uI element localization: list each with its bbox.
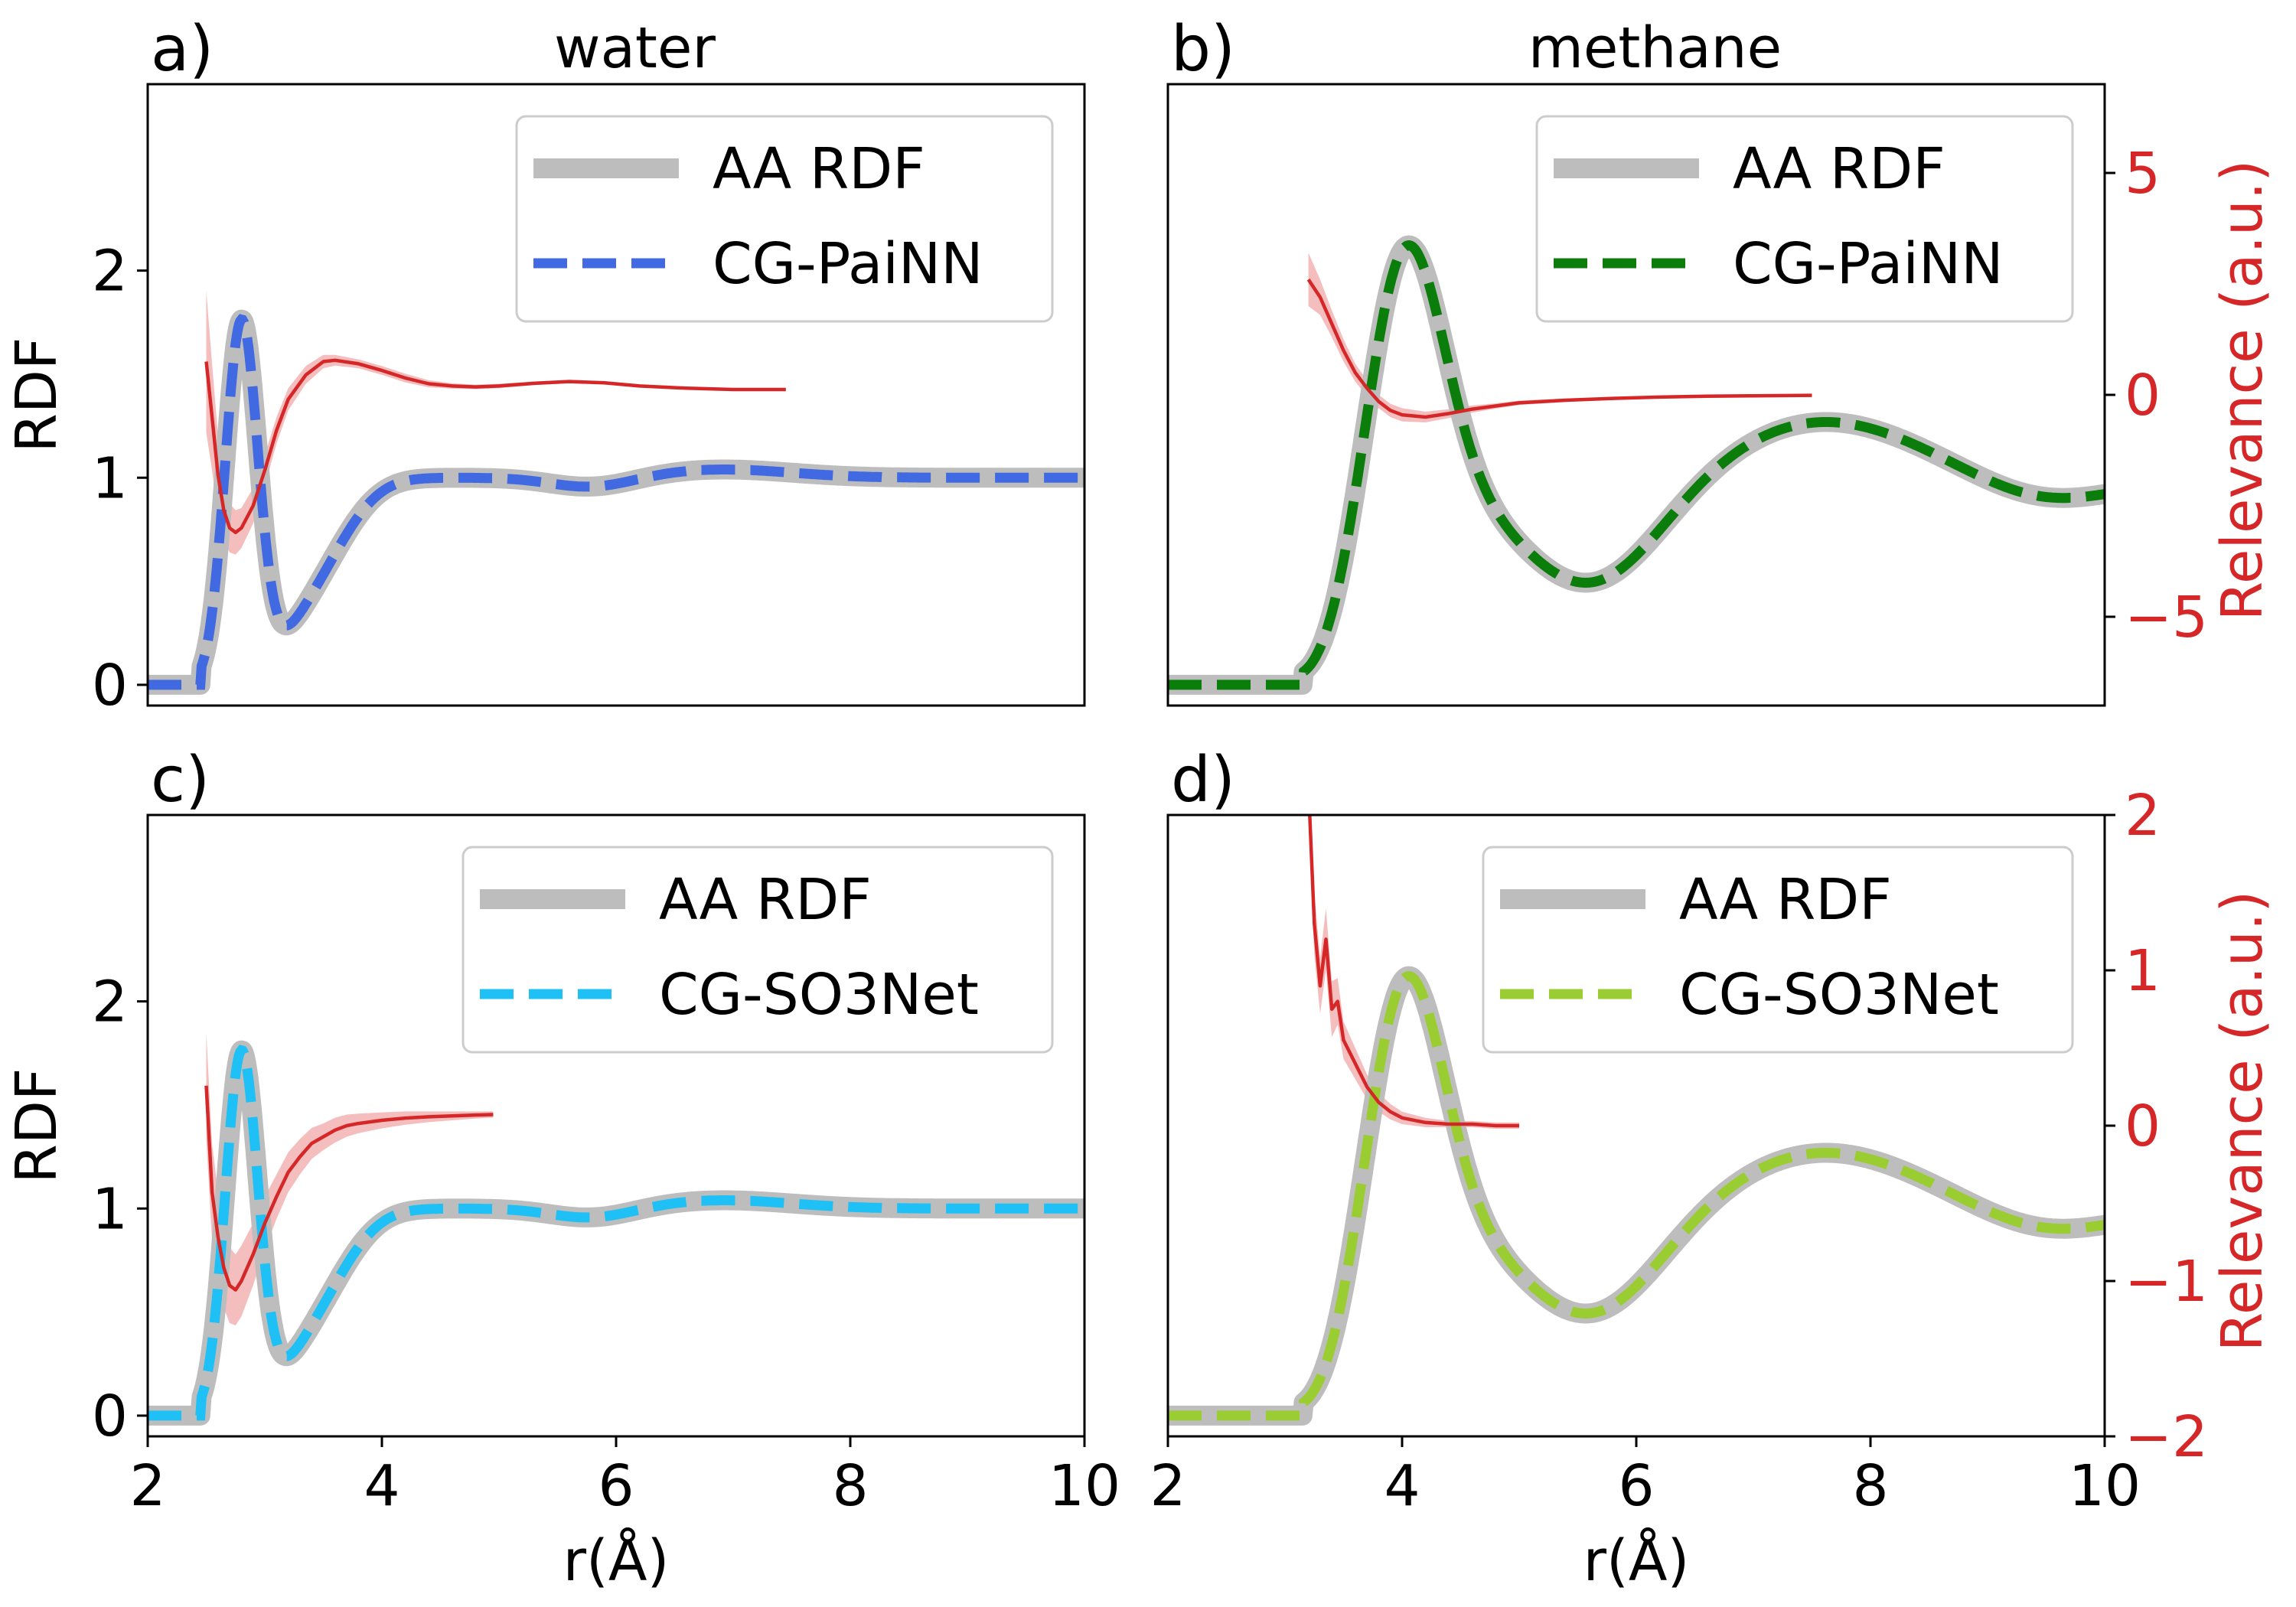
y-axis-label-c: RDF (4, 1068, 70, 1184)
panel-title-a: water (554, 15, 716, 81)
x-tick-label-d-10: 10 (2069, 1453, 2141, 1519)
x-tick-label-d-2: 2 (1150, 1453, 1186, 1519)
x-tick-label-c-2: 2 (129, 1453, 165, 1519)
legend-entry-aa-b: AA RDF (1733, 136, 1945, 202)
y-tick-label-a-1: 1 (92, 445, 128, 511)
relevance-tick-label-b-2: −5 (2125, 585, 2208, 650)
legend-b: AA RDF CG-PaiNN (1535, 115, 2074, 323)
y-tick-label-c-1: 1 (92, 1176, 128, 1242)
relevance-band-c (206, 1032, 494, 1325)
relevance-line-c (204, 1085, 494, 1292)
legend-entry-aa-a: AA RDF (713, 136, 925, 202)
panel-label-d: d) (1171, 744, 1235, 817)
plot-area-a (148, 290, 1084, 695)
legend-entry-cg-b: CG-PaiNN (1733, 231, 2004, 297)
legend-d: AA RDF CG-SO3Net (1482, 846, 2074, 1054)
right-axis-label-bottom: Relevance (a.u.) (2210, 891, 2275, 1352)
y-tick-label-c-0: 0 (92, 1384, 128, 1449)
cg-rdf-line-c (148, 1045, 1084, 1421)
panel-label-b: b) (1171, 13, 1235, 86)
relevance-band-a (206, 290, 786, 555)
y-axis-label-a: RDF (4, 337, 70, 453)
legend-entry-cg-a: CG-PaiNN (713, 231, 983, 297)
relevance-tick-label-b-0: 5 (2125, 141, 2161, 207)
x-tick-label-d-8: 8 (1852, 1453, 1888, 1519)
axes-frame-a (146, 83, 1086, 707)
relevance-tick-label-d-4: −2 (2125, 1404, 2208, 1470)
legend-c: AA RDF CG-SO3Net (461, 846, 1054, 1054)
relevance-tick-label-d-2: 0 (2125, 1094, 2161, 1159)
plot-area-c (148, 1032, 1084, 1426)
x-tick-label-c-6: 6 (598, 1453, 634, 1519)
relevance-line-d (1308, 815, 1519, 1128)
panel-title-b: methane (1528, 15, 1782, 81)
relevance-tick-label-b-1: 0 (2125, 363, 2161, 429)
x-tick-label-d-4: 4 (1384, 1453, 1420, 1519)
x-tick-label-d-6: 6 (1618, 1453, 1654, 1519)
relevance-tick-label-d-1: 1 (2125, 938, 2161, 1004)
legend-a: AA RDF CG-PaiNN (515, 115, 1054, 323)
x-axis-label-d: r(Å) (1583, 1527, 1690, 1594)
relevance-line-b (1306, 278, 1812, 419)
cg-rdf-line-b (1168, 240, 2105, 690)
y-tick-label-c-2: 2 (92, 970, 128, 1035)
y-tick-label-a-0: 0 (92, 653, 128, 719)
x-tick-label-c-8: 8 (832, 1453, 868, 1519)
legend-entry-aa-d: AA RDF (1679, 867, 1892, 933)
y-tick-label-a-2: 2 (92, 239, 128, 305)
cg-rdf-line-d (1168, 971, 2105, 1421)
x-axis-label-c: r(Å) (563, 1527, 670, 1594)
right-axis-label-top: Relevance (a.u.) (2210, 160, 2275, 621)
relevance-tick-label-d-0: 2 (2125, 783, 2161, 849)
legend-entry-cg-d: CG-SO3Net (1679, 962, 1999, 1028)
legend-entry-cg-c: CG-SO3Net (659, 962, 979, 1028)
panel-label-a: a) (151, 13, 214, 86)
relevance-line-a (204, 358, 786, 535)
cg-rdf-line-a (148, 314, 1084, 690)
x-tick-label-c-4: 4 (364, 1453, 400, 1519)
panel-label-c: c) (151, 744, 210, 817)
panel-a: 0 1 2 a) water RDF AA RDF CG-PaiNN (4, 13, 1086, 719)
plot-area-b (1168, 235, 2105, 695)
relevance-tick-label-d-3: −1 (2125, 1249, 2208, 1315)
panel-b: 5 0 −5 b) methane AA RDF CG-PaiNN (1166, 13, 2208, 707)
panel-c: 0 1 2 2 4 6 8 10 c) RDF r(Å) AA RDF CG-SO3Net (4, 744, 1120, 1594)
plot-area-d (1168, 815, 2105, 1426)
x-tick-label-c-10: 10 (1049, 1453, 1120, 1519)
legend-entry-aa-c: AA RDF (659, 867, 872, 933)
